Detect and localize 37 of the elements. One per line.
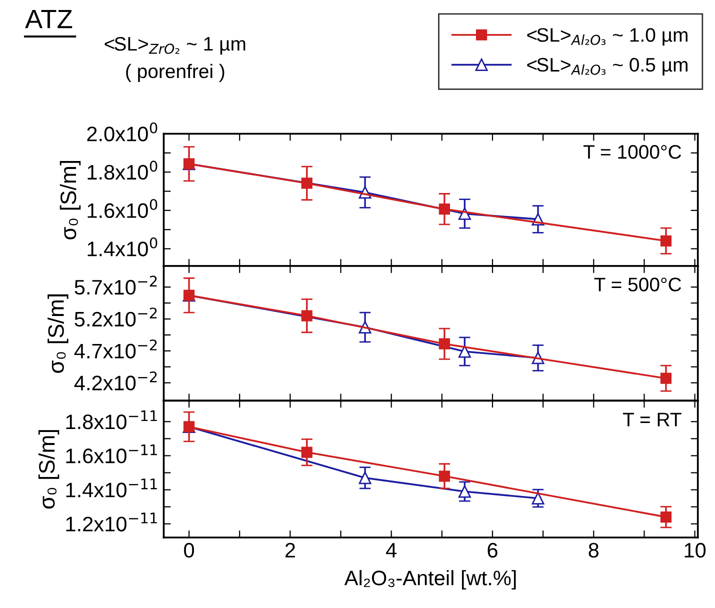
y-axis-title: σ₀ [S/m] [60, 160, 81, 240]
x-tick-label: 4 [386, 543, 397, 558]
y-tick-label: 1.6x10$^{0}$ [88, 199, 158, 218]
point [660, 235, 672, 246]
x-tick-label: 0 [184, 542, 194, 558]
y-tick-label: 4.2x10$^{−2}$ [74, 371, 157, 390]
y-tick-label: 5.7x10$^{−2}$ [74, 276, 157, 295]
point [438, 204, 450, 215]
annotation: T = 500°C [594, 278, 682, 292]
y-axis-title: σ₀ [S/m] [38, 430, 60, 509]
point [301, 310, 312, 322]
legend-label: <SL>$_{Al₂O₃}$ ~ 1.0 µm [527, 28, 688, 46]
y-tick-label: 1.6x10$^{−11}$ [66, 444, 157, 464]
point [301, 178, 312, 189]
x-tick-label: 10 [684, 542, 706, 558]
x-tick-label: 2 [285, 542, 295, 558]
point [660, 372, 672, 384]
y-tick-label: 1.2x10$^{−11}$ [66, 512, 157, 532]
y-tick-label: 1.8x10$^{−11}$ [66, 410, 157, 430]
annotation: T = 1000°C [583, 145, 682, 159]
y-tick-label: 1.4x10$^{0}$ [88, 237, 158, 256]
y-tick-label: 4.7x10$^{−2}$ [74, 339, 157, 358]
x-axis-title: Al₂O₃-Anteil [wt.%] [344, 570, 516, 590]
x-tick-label: 8 [588, 542, 599, 558]
y-tick-label: 1.4x10$^{−11}$ [66, 478, 157, 498]
y-axis-title: σ₀ [S/m] [48, 294, 68, 373]
x-tick-label: 6 [488, 542, 498, 558]
chart-title: ATZ [25, 10, 72, 28]
y-tick-label: 2.0x10$^{0}$ [87, 122, 158, 142]
text: ( porenfrei ) [126, 64, 224, 82]
y-tick-label: 5.2x10$^{−2}$ [74, 308, 157, 327]
legend-label: <SL>$_{Al₂O₃}$ ~ 0.5 µm [527, 58, 688, 76]
y-tick-label: 1.8x10$^{0}$ [88, 160, 158, 180]
text: <SL>$_{ZrO₂}$ ~ 1 µm [104, 36, 246, 55]
point [438, 338, 450, 350]
annotation: T = RT [622, 412, 682, 426]
point [458, 345, 471, 358]
